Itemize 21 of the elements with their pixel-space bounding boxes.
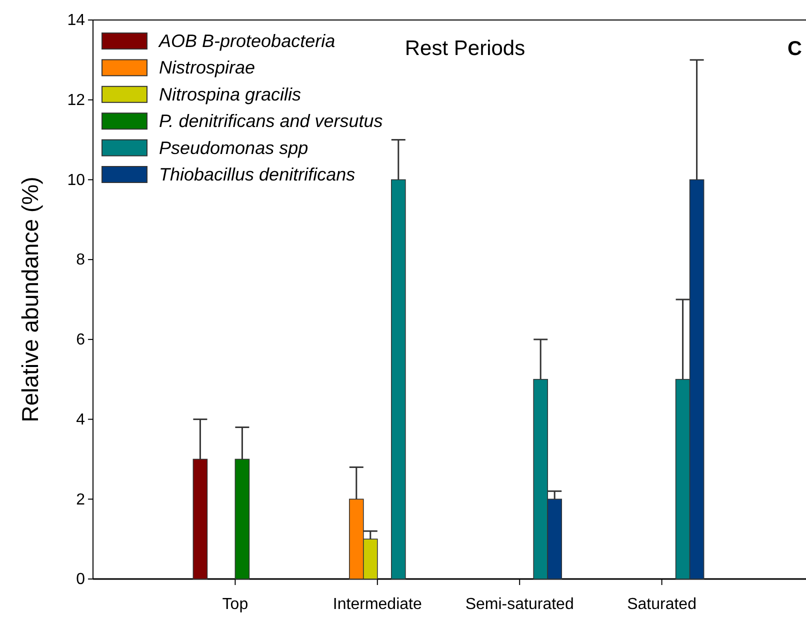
y-tick-label: 14 [67, 12, 86, 30]
y-tick-label: 2 [76, 491, 86, 508]
y-tick-label: 12 [67, 92, 86, 109]
x-tick-label: Semi-saturated [465, 596, 574, 613]
x-tick-label: Saturated [627, 596, 696, 613]
x-tick-label: Top [222, 596, 248, 613]
y-tick-label: 8 [76, 252, 86, 269]
legend-label: Pseudomonas spp [159, 138, 308, 158]
legend-label: P. denitrificans and versutus [159, 111, 383, 132]
y-tick-label: 10 [67, 172, 86, 189]
legend-label: Thiobacillus denitrificans [159, 164, 356, 184]
y-tick-label: 6 [76, 332, 86, 349]
legend-label: AOB B-proteobacteria [158, 31, 336, 51]
annotation: C [788, 38, 802, 60]
x-tick-label: Intermediate [332, 596, 422, 613]
y-tick-label: 0 [76, 571, 86, 588]
text: Rest Periods [404, 37, 526, 60]
y-tick-label: 4 [76, 411, 86, 428]
legend-label: Nitrospina gracilis [159, 84, 302, 104]
y-axis-title: Relative abundance (%) [17, 176, 43, 422]
legend-label: Nistrospirae [159, 58, 256, 78]
